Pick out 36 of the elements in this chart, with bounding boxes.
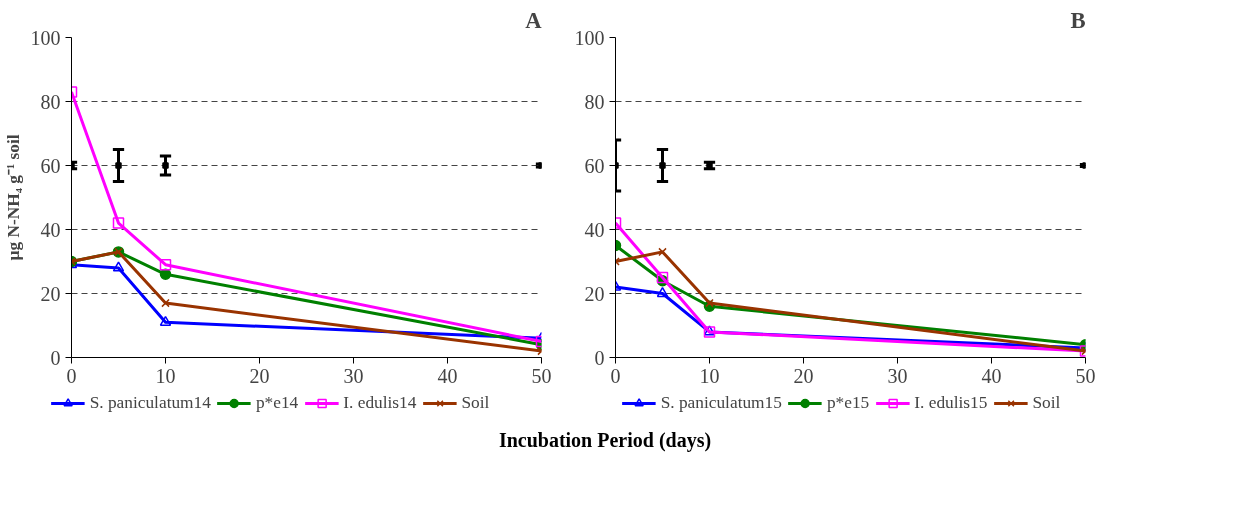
x-tick-label: 0 [610, 364, 621, 387]
y-tick-label: 80 [584, 90, 605, 113]
y-tick-label: 100 [574, 26, 605, 49]
chart-title: A [525, 7, 543, 33]
legend-label: S. paniculatum15 [660, 393, 782, 413]
x-tick-label: 30 [343, 364, 364, 387]
y-tick-label: 40 [584, 218, 605, 241]
x-axis-title: Incubation Period (days) [498, 428, 712, 454]
legend-label: p*e14 [255, 393, 299, 413]
y-tick-label: 60 [584, 154, 605, 177]
y-tick-label: 60 [40, 154, 61, 177]
legend-label: Soil [1032, 393, 1061, 413]
x-tick-label: 10 [155, 364, 176, 387]
y-tick-label: 20 [584, 282, 605, 305]
legend-label: p*e15 [826, 393, 870, 413]
legend-label: Soil [461, 393, 490, 413]
legend-label: I. edulis15 [914, 393, 988, 413]
x-tick-label: 20 [793, 364, 814, 387]
x-tick-label: 10 [699, 364, 720, 387]
y-tick-label: 0 [50, 346, 61, 369]
y-tick-label: 100 [30, 26, 61, 49]
legend-label: S. paniculatum14 [89, 393, 211, 413]
x-tick-label: 30 [887, 364, 908, 387]
x-tick-label: 40 [981, 364, 1002, 387]
y-tick-label: 20 [40, 282, 61, 305]
x-tick-label: 0 [66, 364, 77, 387]
x-tick-label: 50 [531, 364, 552, 387]
y-tick-label: 80 [40, 90, 61, 113]
y-tick-label: 0 [594, 346, 605, 369]
x-tick-label: 40 [437, 364, 458, 387]
x-tick-label: 20 [249, 364, 270, 387]
legend-label: I. edulis14 [343, 393, 417, 413]
x-tick-label: 50 [1075, 364, 1096, 387]
y-tick-label: 40 [40, 218, 61, 241]
y-axis-title: µg N-NH₄ g⁻¹ soil [3, 134, 23, 261]
chart-title: B [1070, 7, 1086, 33]
